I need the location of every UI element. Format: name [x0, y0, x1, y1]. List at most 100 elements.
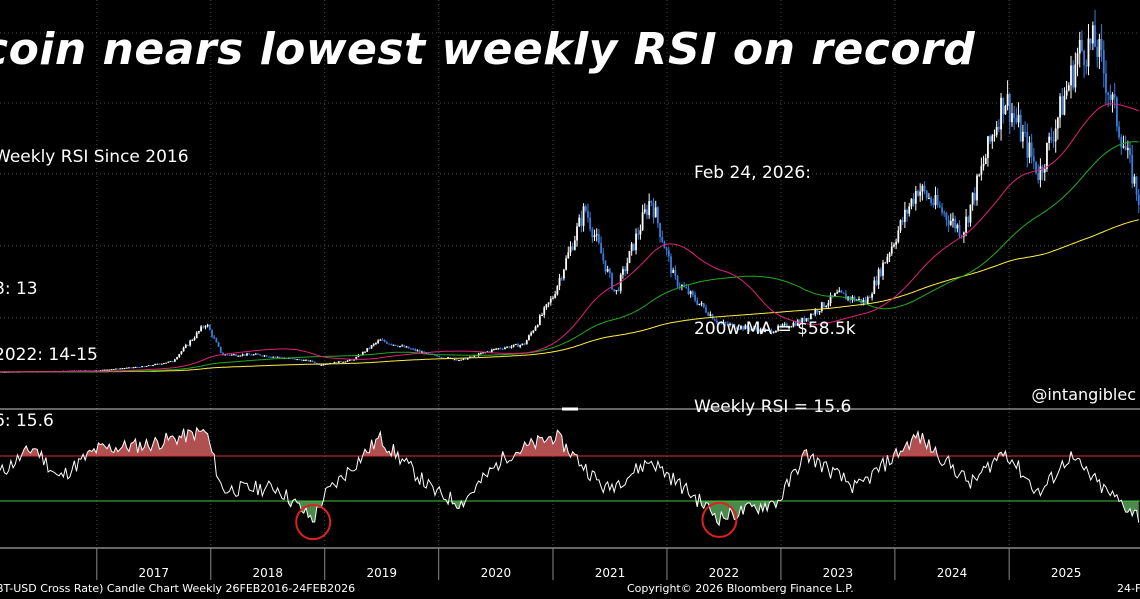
candle-body [407, 346, 410, 349]
candle-body [464, 358, 467, 360]
candle-body [1048, 136, 1051, 143]
candle-body [1135, 176, 1138, 195]
candle-body [1065, 90, 1068, 96]
candle-body [600, 242, 602, 254]
candle-body [521, 343, 524, 345]
candle-body [731, 323, 734, 325]
candle-body [466, 357, 469, 360]
candle-body [278, 356, 281, 358]
candle-body [654, 207, 657, 218]
candle-body [1028, 142, 1031, 158]
candle-body [777, 325, 780, 331]
candle-body [995, 126, 998, 135]
candle-body [514, 344, 517, 346]
candle-body [191, 339, 194, 341]
candle-body [401, 345, 404, 347]
footer-copyright: Copyright© 2026 Bloomberg Finance L.P. [627, 582, 854, 595]
candle-body [276, 356, 279, 358]
candle-body [722, 322, 725, 324]
candle-body [646, 209, 648, 216]
candle-body [967, 216, 970, 223]
candle-body [215, 338, 218, 343]
candle-body [707, 312, 710, 316]
candle-body [388, 343, 390, 345]
candle-body [589, 217, 592, 229]
candle-body [1013, 113, 1016, 118]
candle-body [611, 273, 613, 290]
candle-body [1030, 142, 1033, 157]
candle-body [720, 322, 723, 324]
rsi-oversold-fill [0, 501, 1139, 526]
candle-body [499, 348, 502, 350]
candle-body [587, 210, 589, 218]
candle-body [104, 369, 106, 371]
candle-body [381, 339, 384, 341]
rsi-note-line: 8: 13 [0, 279, 38, 299]
candle-body [503, 347, 506, 349]
x-axis: 2017 2018 2019 2020 2021 2022 2023 2024 2025 [96, 548, 1081, 580]
candle-body [112, 369, 115, 371]
candle-body [630, 243, 633, 252]
candle-body [141, 366, 143, 368]
candle-body [820, 302, 823, 311]
candle-body [661, 236, 664, 242]
candle-body [1100, 38, 1103, 51]
candle-body [434, 354, 436, 356]
candle-body [1002, 97, 1005, 115]
candle-body [1122, 146, 1125, 148]
candle-body [453, 359, 456, 361]
candle-body [420, 351, 423, 353]
candle-body [119, 368, 122, 370]
candle-body [565, 258, 567, 270]
candle-body [1024, 131, 1026, 133]
candle-body [930, 197, 933, 204]
year-label: 2023 [823, 566, 854, 580]
candle-body [877, 269, 880, 285]
candle-body [532, 330, 535, 333]
candle-body [851, 296, 854, 301]
candle-body [674, 269, 677, 277]
candle-body [1059, 96, 1061, 118]
rsi-notes: Weekly RSI Since 2016 8: 13 2022: 14-15 … [0, 102, 189, 454]
rsi-note-line: Weekly RSI Since 2016 [0, 147, 189, 167]
candle-body [761, 328, 764, 333]
candle-body [1022, 131, 1024, 142]
candle-body [908, 206, 911, 214]
candle-body [814, 309, 817, 315]
candle-body [1098, 38, 1101, 57]
candle-body [1070, 65, 1072, 86]
candle-body [364, 351, 366, 353]
ma-100-line [0, 141, 1139, 373]
candle-body [259, 354, 261, 356]
candle-body [783, 323, 786, 325]
candle-body [440, 357, 443, 359]
candle-body [125, 367, 128, 369]
candle-body [536, 324, 539, 327]
candle-body [311, 360, 314, 362]
candle-body [462, 358, 465, 360]
candle-body [1094, 25, 1096, 47]
candle-body [1019, 114, 1022, 142]
candle-body [379, 339, 382, 341]
candle-body [230, 354, 233, 356]
candle-body [563, 269, 565, 279]
candle-body [416, 350, 419, 352]
candle-body [816, 309, 819, 313]
candle-body [744, 325, 747, 330]
candle-body [1118, 126, 1120, 138]
candle-body [984, 157, 987, 165]
candle-body [355, 356, 358, 360]
candle-body [626, 262, 629, 272]
candle-body [473, 355, 476, 357]
candle-body [506, 346, 508, 348]
candle-body [893, 244, 895, 247]
candle-body [558, 278, 561, 286]
candle-body [158, 363, 161, 365]
candle-body [753, 327, 755, 329]
rsi-low-circle [701, 501, 738, 538]
candle-body [110, 369, 113, 371]
candle-body [976, 175, 978, 201]
candle-body [997, 126, 1000, 130]
candle-body [790, 326, 793, 328]
candle-body [545, 304, 548, 308]
